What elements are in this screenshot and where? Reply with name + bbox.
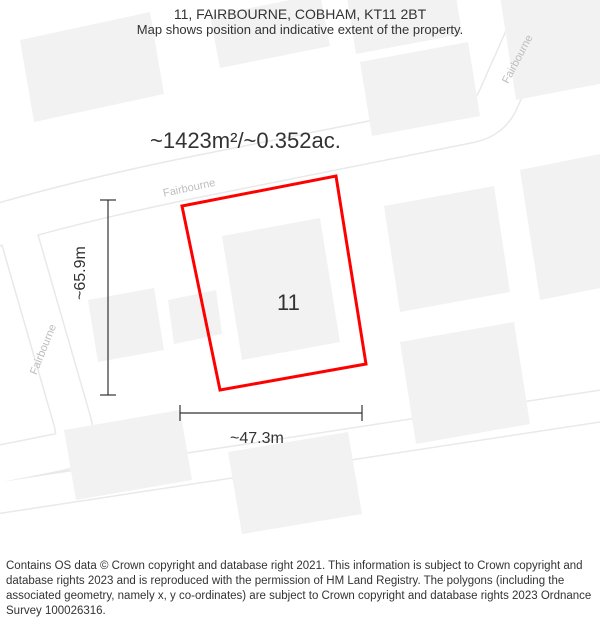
width-dimension-label: ~47.3m bbox=[230, 430, 284, 448]
area-label: ~1423m²/~0.352ac. bbox=[150, 128, 341, 154]
page-title: 11, FAIRBOURNE, COBHAM, KT11 2BT bbox=[10, 6, 590, 22]
map-canvas: ~1423m²/~0.352ac. 11 ~65.9m ~47.3m Fairb… bbox=[0, 0, 600, 545]
page-subtitle: Map shows position and indicative extent… bbox=[10, 22, 590, 37]
copyright-footer: Contains OS data © Crown copyright and d… bbox=[0, 555, 600, 625]
plot-number: 11 bbox=[277, 290, 300, 316]
height-dimension-label: ~65.9m bbox=[72, 246, 90, 300]
